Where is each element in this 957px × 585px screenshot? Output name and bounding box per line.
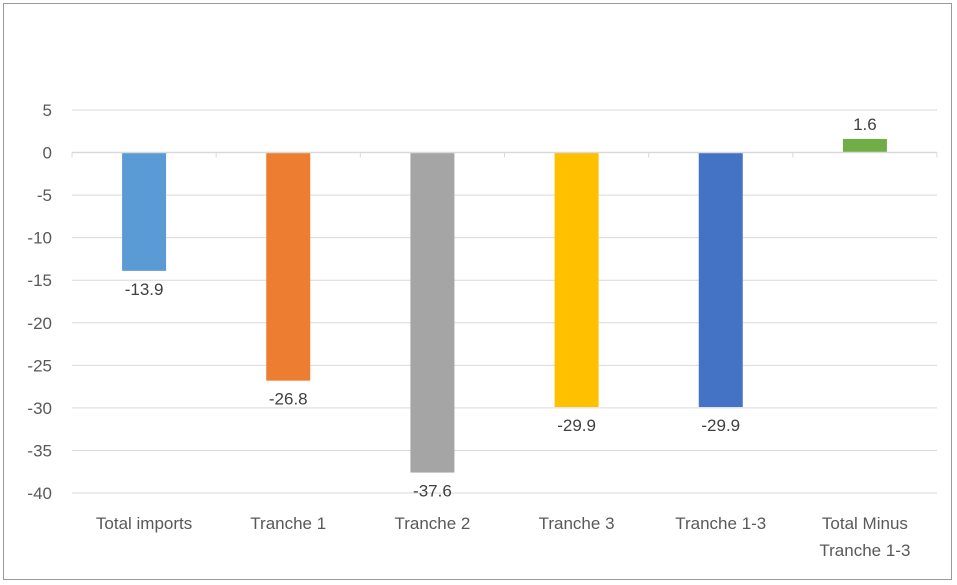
y-tick-label: -30 [27, 399, 52, 418]
bar [698, 152, 743, 408]
bar [842, 138, 887, 153]
data-label: 1.6 [853, 115, 877, 134]
bar [410, 152, 455, 473]
x-category-label: Total imports [96, 514, 192, 533]
data-label: -29.9 [557, 416, 596, 435]
data-label: -29.9 [701, 416, 740, 435]
data-label: -13.9 [125, 280, 164, 299]
bar [122, 152, 167, 271]
bar [554, 152, 599, 408]
data-label: -37.6 [413, 482, 452, 501]
x-category-label: Tranche 1-3 [819, 541, 910, 560]
x-category-label: Tranche 2 [394, 514, 470, 533]
x-category-label: Tranche 1 [250, 514, 326, 533]
x-category-label: Tranche 3 [539, 514, 615, 533]
x-axis-category-labels: Total imports Tranche 1 Tranche 2 Tranche 3… [96, 514, 911, 560]
y-tick-label: -40 [27, 484, 52, 503]
chart-frame [3, 3, 952, 580]
bar [266, 152, 311, 381]
y-tick-label: -10 [27, 229, 52, 248]
y-tick-label: -15 [27, 271, 52, 290]
y-axis-tick-labels: 5 0 -5 -10 -15 -20 -25 -30 -35 -40 [27, 101, 52, 503]
bars [122, 138, 887, 473]
gridlines [72, 109, 937, 494]
data-label: -26.8 [269, 390, 308, 409]
y-tick-label: -35 [27, 441, 52, 460]
y-tick-label: 0 [43, 144, 52, 163]
y-tick-label: -25 [27, 356, 52, 375]
y-tick-label: 5 [43, 101, 52, 120]
data-labels: -13.9 -26.8 -37.6 -29.9 -29.9 1.6 [125, 115, 877, 501]
zero-axis [71, 151, 938, 158]
y-tick-label: -20 [27, 314, 52, 333]
y-tick-label: -5 [37, 186, 52, 205]
x-category-label: Tranche 1-3 [675, 514, 766, 533]
x-category-label: Total Minus [822, 514, 908, 533]
